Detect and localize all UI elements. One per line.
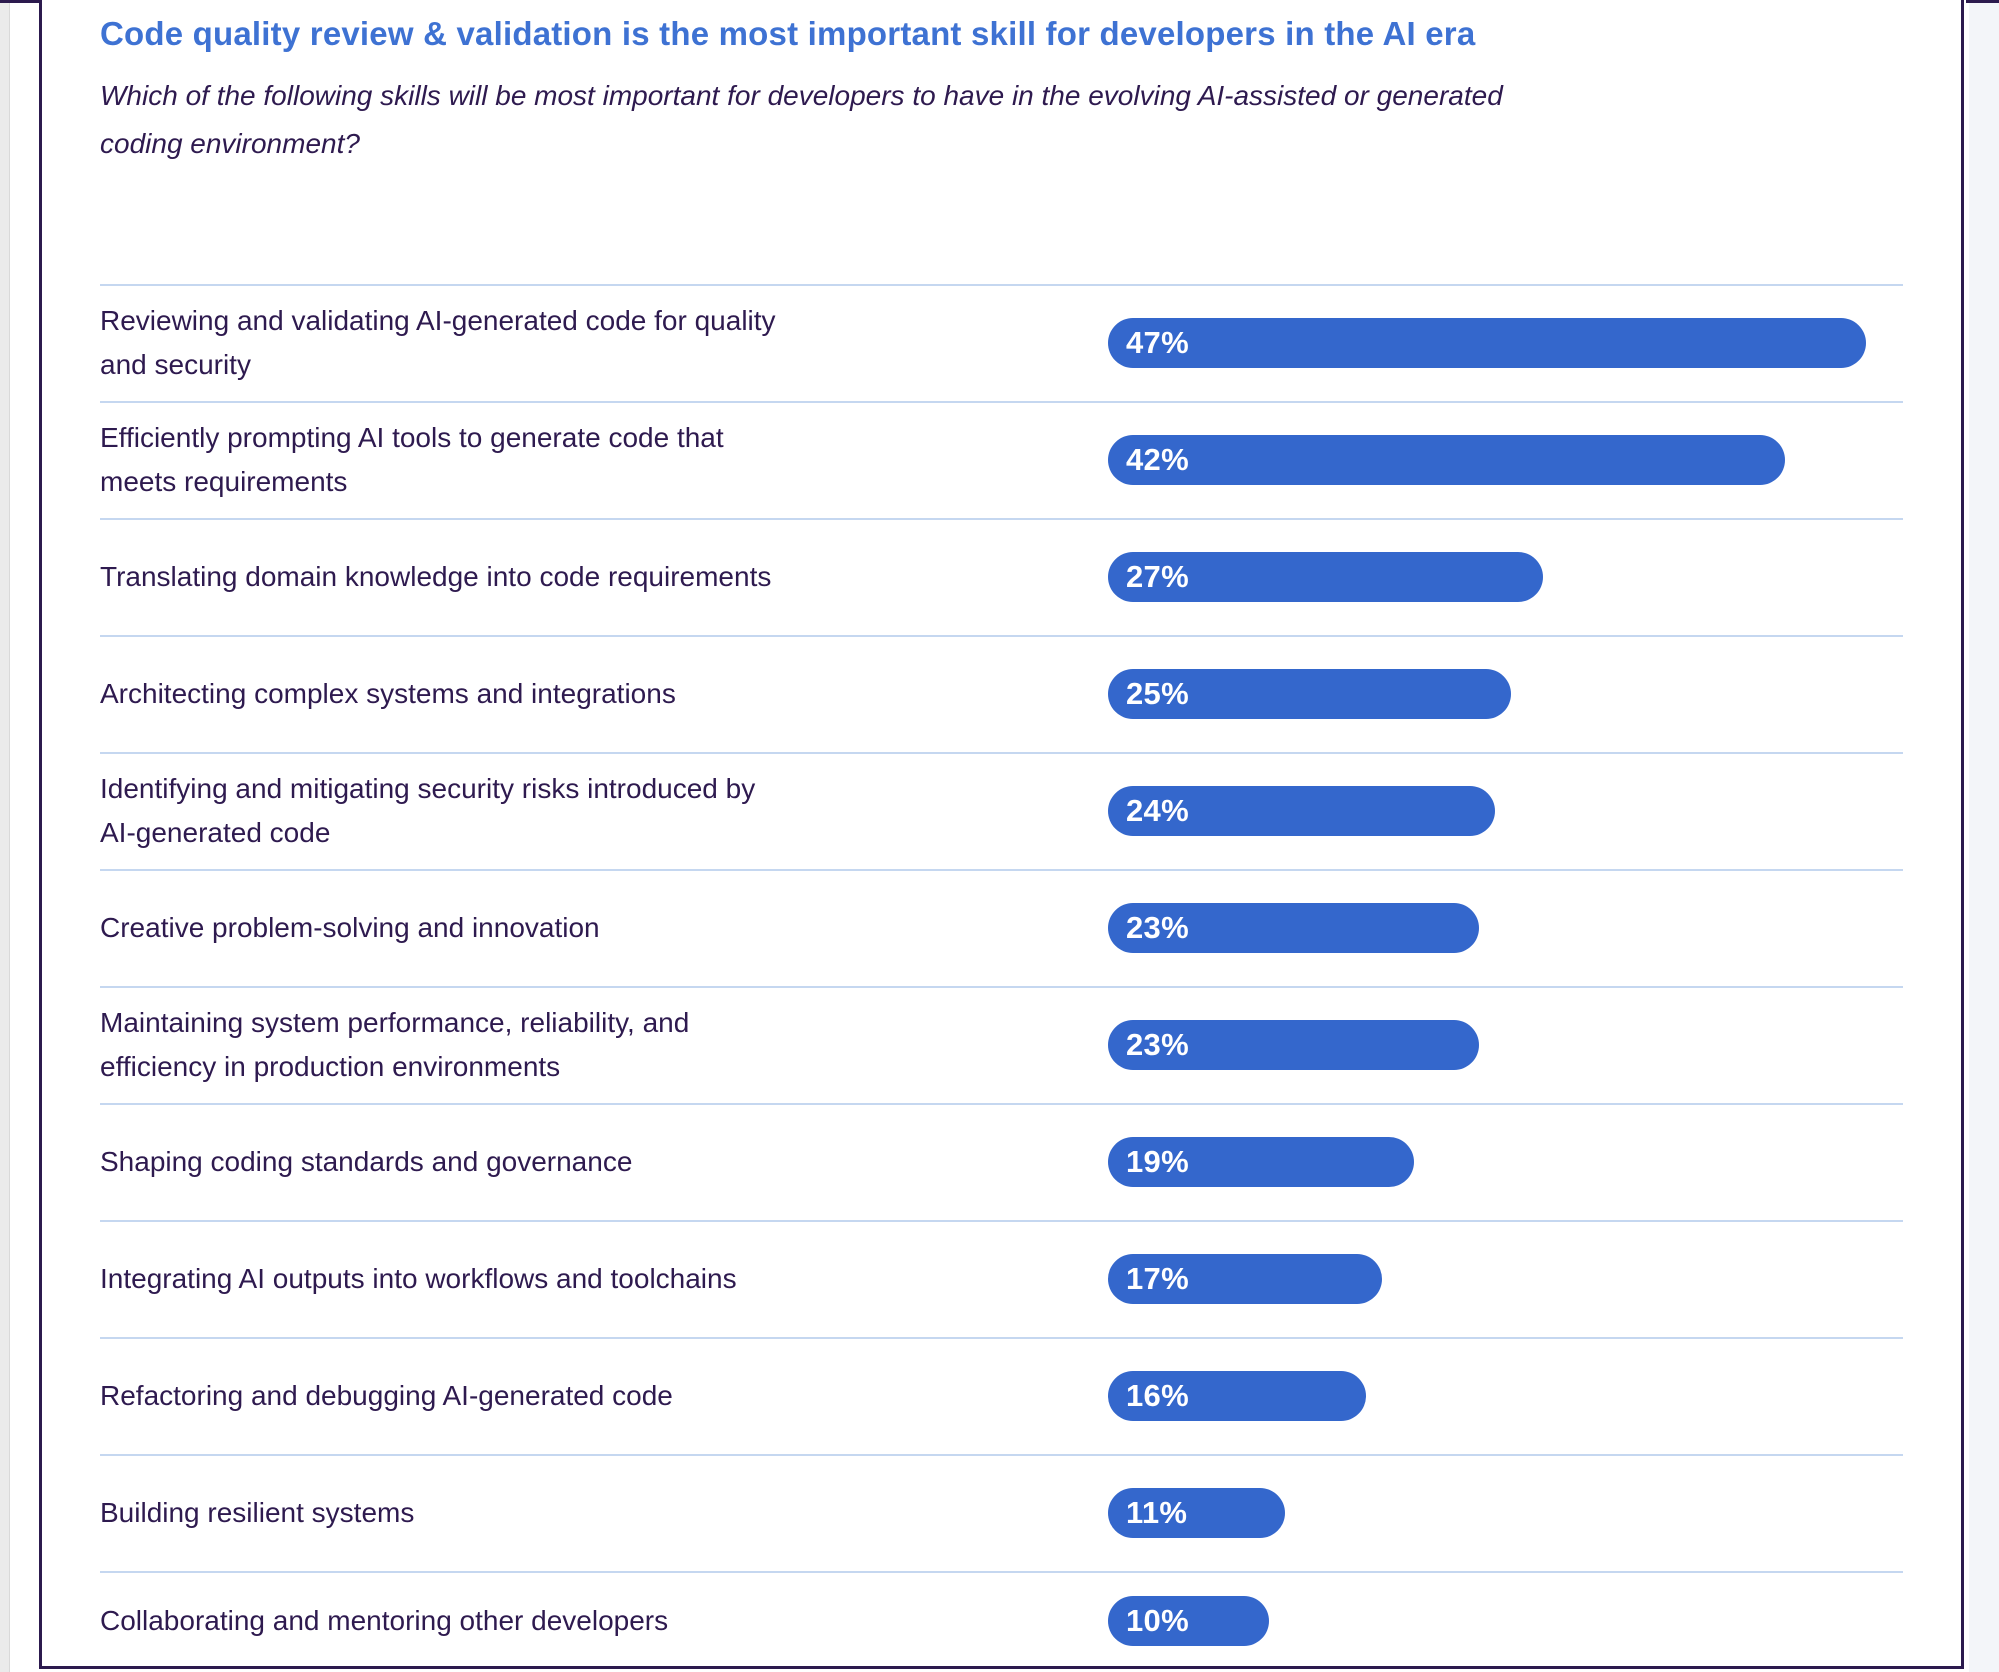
row-bar: 17% [1108, 1254, 1383, 1305]
row-bar-area: 10% [1108, 1596, 1903, 1647]
window-edge [0, 0, 10, 1672]
bar-value-label: 24% [1126, 793, 1189, 829]
chart-row: Maintaining system performance, reliabil… [100, 985, 1903, 1103]
row-bar: 27% [1108, 552, 1544, 603]
bar-value-label: 11% [1126, 1495, 1188, 1531]
chart-row: Creative problem-solving and innovation … [100, 868, 1903, 986]
row-bar-area: 16% [1108, 1371, 1903, 1422]
chart-row: Integrating AI outputs into workflows an… [100, 1219, 1903, 1337]
row-label: Building resilient systems [100, 1497, 415, 1529]
row-label: Refactoring and debugging AI-generated c… [100, 1380, 673, 1412]
chart-title: Code quality review & validation is the … [100, 15, 1476, 52]
page-background-right [1969, 0, 1999, 1672]
row-bar-area: 11% [1108, 1488, 1903, 1539]
row-bar: 23% [1108, 1020, 1479, 1071]
row-label: Creative problem-solving and innovation [100, 912, 600, 944]
chart-row: Refactoring and debugging AI-generated c… [100, 1336, 1903, 1454]
bar-value-label: 19% [1126, 1144, 1189, 1180]
bar-value-label: 10% [1126, 1603, 1189, 1639]
row-bar: 19% [1108, 1137, 1415, 1188]
bar-value-label: 16% [1126, 1378, 1189, 1414]
bar-value-label: 25% [1126, 676, 1189, 712]
bar-value-label: 17% [1126, 1261, 1189, 1297]
row-label: Integrating AI outputs into workflows an… [100, 1263, 737, 1295]
row-bar-area: 19% [1108, 1137, 1903, 1188]
card-top-border-left [0, 0, 42, 3]
row-bar: 16% [1108, 1371, 1366, 1422]
row-bar-area: 24% [1108, 786, 1903, 837]
row-label: Architecting complex systems and integra… [100, 678, 676, 710]
chart-card: Code quality review & validation is the … [39, 0, 1964, 1669]
row-bar-area: 42% [1108, 435, 1903, 486]
row-label: Collaborating and mentoring other develo… [100, 1605, 669, 1637]
chart-row: Efficiently prompting AI tools to genera… [100, 400, 1903, 518]
chart-row: Architecting complex systems and integra… [100, 634, 1903, 752]
card-top-border-right [1966, 0, 1999, 3]
chart-row: Shaping coding standards and governance … [100, 1102, 1903, 1220]
chart-body: Reviewing and validating AI-generated co… [100, 283, 1903, 1666]
row-bar-area: 23% [1108, 1020, 1903, 1071]
row-label: Reviewing and validating AI-generated co… [100, 305, 776, 381]
chart-row: Translating domain knowledge into code r… [100, 517, 1903, 635]
row-label: Efficiently prompting AI tools to genera… [100, 422, 724, 498]
bar-value-label: 42% [1126, 442, 1189, 478]
row-bar-area: 47% [1108, 318, 1903, 369]
chart-row: Identifying and mitigating security risk… [100, 751, 1903, 869]
bar-value-label: 23% [1126, 1027, 1189, 1063]
row-bar: 42% [1108, 435, 1786, 486]
row-label: Shaping coding standards and governance [100, 1146, 633, 1178]
row-label: Maintaining system performance, reliabil… [100, 1007, 690, 1083]
row-bar-area: 25% [1108, 669, 1903, 720]
row-bar-area: 27% [1108, 552, 1903, 603]
chart-content: Code quality review & validation is the … [42, 0, 1961, 1666]
row-bar: 23% [1108, 903, 1479, 954]
bar-value-label: 23% [1126, 910, 1189, 946]
row-bar: 10% [1108, 1596, 1270, 1647]
chart-subtitle-line-1: Which of the following skills will be mo… [100, 79, 1503, 111]
chart-row: Collaborating and mentoring other develo… [100, 1570, 1903, 1666]
bar-value-label: 27% [1126, 559, 1189, 595]
row-bar: 24% [1108, 786, 1495, 837]
row-bar-area: 17% [1108, 1254, 1903, 1305]
row-bar: 11% [1108, 1488, 1286, 1539]
chart-subtitle: Which of the following skills will be mo… [100, 72, 1830, 168]
row-bar-area: 23% [1108, 903, 1903, 954]
row-bar: 47% [1108, 318, 1866, 369]
row-label: Translating domain knowledge into code r… [100, 561, 772, 593]
chart-row: Reviewing and validating AI-generated co… [100, 283, 1903, 401]
row-label: Identifying and mitigating security risk… [100, 773, 756, 849]
row-bar: 25% [1108, 669, 1512, 720]
bar-value-label: 47% [1126, 325, 1189, 361]
chart-subtitle-line-2: coding environment? [100, 127, 360, 159]
chart-row: Building resilient systems 11% [100, 1453, 1903, 1571]
